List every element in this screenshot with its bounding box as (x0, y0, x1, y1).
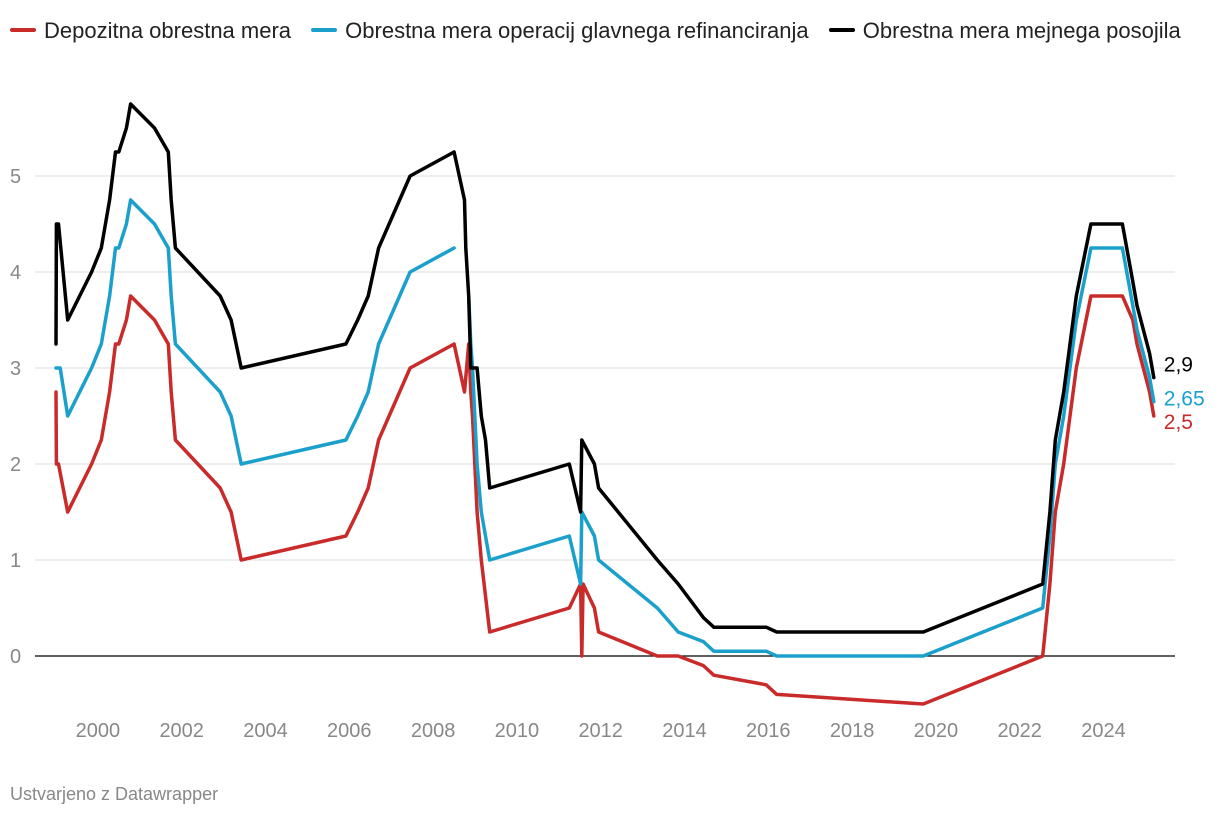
legend-swatch-marginal (828, 28, 855, 33)
legend-label-mro: Obrestna mera operacij glavnega refinanc… (345, 18, 809, 43)
y-tick-label: 0 (10, 646, 21, 668)
end-label-0: 2,5 (1164, 411, 1193, 434)
y-tick-label: 4 (10, 262, 21, 284)
legend-label-deposit: Depozitna obrestna mera (44, 18, 292, 43)
series-line-1 (54, 198, 1156, 658)
legend-item-deposit: Depozitna obrestna mera (10, 18, 291, 43)
x-axis: 2000 2002 2004 2006 2008 2010 2012 2014 2016 2018… (76, 720, 1126, 742)
x-tick-label: 2012 (578, 720, 623, 742)
y-tick-label: 1 (10, 550, 21, 572)
legend-swatch-mro (311, 28, 338, 33)
y-axis: 0 1 2 3 4 5 (10, 166, 21, 668)
x-tick-label: 2010 (495, 720, 540, 742)
x-tick-label: 2016 (746, 720, 791, 742)
series-lines (54, 102, 1156, 706)
end-labels: 2,52,65 2,9 (1164, 354, 1205, 434)
footer-credit: Ustvarjeno z Datawrapper (10, 784, 219, 804)
end-label-2: 2,9 (1164, 354, 1193, 377)
x-tick-label: 2018 (830, 720, 875, 742)
legend-item-marginal: Obrestna mera mejnega posojila (828, 18, 1181, 43)
legend-item-mro: Obrestna mera operacij glavnega refinanc… (311, 18, 809, 43)
x-tick-label: 2008 (411, 720, 456, 742)
x-tick-label: 2022 (997, 720, 1042, 742)
y-tick-label: 5 (10, 166, 21, 188)
y-tick-label: 2 (10, 454, 21, 476)
legend: Depozitna obrestna mera Obrestna mera op… (10, 14, 1205, 48)
legend-label-marginal: Obrestna mera mejnega posojila (862, 18, 1181, 43)
x-tick-label: 2004 (243, 720, 288, 742)
x-tick-label: 2006 (327, 720, 372, 742)
x-tick-label: 2020 (914, 720, 959, 742)
x-tick-label: 2000 (76, 720, 121, 742)
gridlines (35, 175, 1175, 657)
series-line-0 (54, 294, 1156, 706)
x-tick-label: 2014 (662, 720, 707, 742)
legend-swatch-deposit (10, 28, 36, 33)
end-label-1: 2,65 (1164, 388, 1205, 411)
x-tick-label: 2002 (159, 720, 204, 742)
series-line-2 (54, 102, 1156, 634)
y-tick-label: 3 (10, 358, 21, 380)
x-tick-label: 2024 (1081, 720, 1126, 742)
